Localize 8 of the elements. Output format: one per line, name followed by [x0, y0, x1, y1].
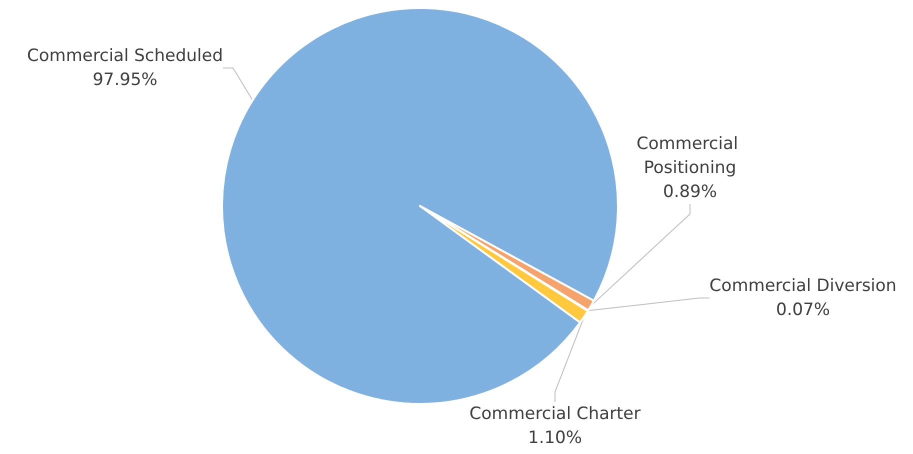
- data-label: 97.95%: [92, 70, 158, 90]
- data-label: 1.10%: [528, 428, 582, 448]
- slice-label: Commercial Positioning: [636, 134, 744, 178]
- data-label: 0.07%: [776, 300, 830, 320]
- slice-label: Commercial Scheduled: [27, 46, 223, 66]
- slice-label: Commercial Diversion: [709, 276, 897, 296]
- data-label: 0.89%: [662, 182, 718, 202]
- slice-label: Commercial Charter: [469, 404, 641, 424]
